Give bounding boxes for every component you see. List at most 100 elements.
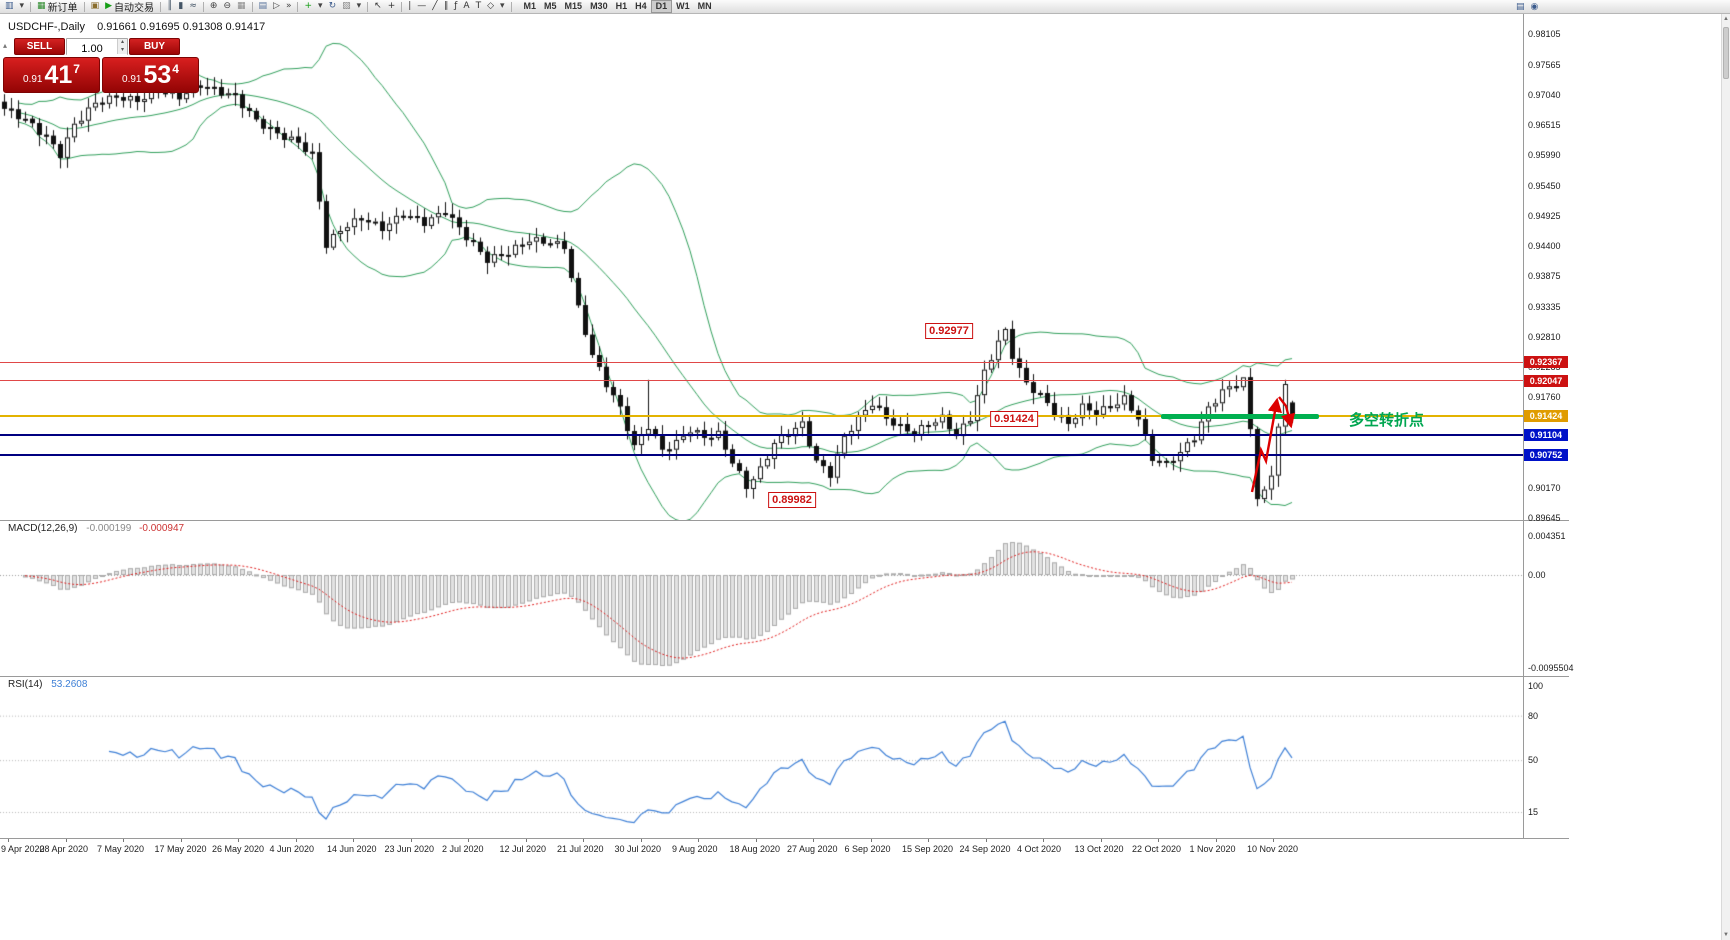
toolbar-separator [401,1,403,12]
tile-windows-icon: ▤ [258,1,268,11]
price-axis[interactable]: 0.98105 0.97565 0.97040 0.96515 0.95990 0.954… [1523,14,1574,858]
crosshair-tool-icon: + [387,1,396,11]
trendline-tool-button[interactable]: ╱ [429,0,440,13]
templates-button[interactable]: ▧ [339,0,354,13]
date-label: 9 Aug 2020 [672,844,718,854]
periods-refresh-button[interactable]: ↻ [326,0,340,13]
timeframe-m15[interactable]: M15 [564,1,583,11]
price-axis-label: 0.93335 [1528,301,1561,312]
date-tick [583,839,584,842]
date-tick [238,839,239,842]
timeframe-h1[interactable]: H1 [615,1,628,11]
date-axis[interactable]: 9 Apr 2020 28 Apr 2020 7 May 2020 17 May 20… [0,839,1569,858]
cursor-tool-button[interactable]: ↖ [371,0,385,13]
shapes-tool-button[interactable]: ◇ [484,0,497,13]
fibonacci-tool-button[interactable]: ƒ [451,0,460,13]
line-chart-mode-button[interactable]: ≈ [186,0,200,13]
date-label: 24 Sep 2020 [959,844,1011,854]
volume-up-icon[interactable]: ▴ [118,39,127,47]
alerts-icon: ◉ [1530,1,1539,12]
rsi-value: 53.2608 [51,679,88,690]
scrollbar-thumb[interactable] [1723,27,1729,79]
indicators-dropdown-button[interactable]: ▾ [315,0,326,13]
main-chart-canvas[interactable] [0,14,1523,520]
crosshair-tool-button[interactable]: + [385,0,399,13]
timeframe-m30[interactable]: M30 [590,1,608,11]
channel-tool-button[interactable]: ∥ [441,0,452,13]
autotrading-button[interactable]: ▶ 自动交易 [102,0,157,14]
label-tool-button[interactable]: T [473,0,485,13]
cursor-tool-icon: ↖ [374,1,382,11]
macd-axis-label: 0.004351 [1528,531,1566,541]
timeframe-d1[interactable]: D1 [650,0,673,13]
support-lower-price-label: 0.90752 [1524,448,1568,461]
volume-down-icon[interactable]: ▾ [118,46,127,54]
sell-price-box[interactable]: 0.91 41 7 [3,57,100,93]
macd-title: MACD(12,26,9) -0.000199 -0.000947 [8,523,184,534]
price-axis-label: 0.98105 [1528,29,1561,40]
macd-panel-canvas[interactable] [0,520,1523,676]
shapes-dropdown-button[interactable]: ▾ [497,0,508,13]
chart-title: USDCHF-,Daily 0.91661 0.91695 0.91308 0.… [8,21,265,33]
date-label: 17 May 2020 [154,844,207,854]
date-tick [1273,839,1274,842]
alerts-button[interactable]: ◉ [1528,1,1542,14]
date-tick [410,839,412,842]
horizontal-line-tool-button[interactable]: — [414,0,429,13]
timeframe-bar: M1 M5 M15 M30 H1 H4 D1 W1 MN [520,0,716,13]
buy-price-box[interactable]: 0.91 53 4 [102,57,199,93]
price-axis-label: 0.95990 [1528,150,1561,161]
panel-collapse-icon[interactable]: ▴ [3,41,8,50]
panel-separator[interactable] [0,676,1569,677]
chart-window-button[interactable]: ▣ [88,0,103,13]
indicators-add-button[interactable]: + [301,0,315,13]
volume-input[interactable] [67,41,127,57]
panel-separator[interactable] [0,838,1569,839]
text-tool-button[interactable]: A [460,0,472,13]
panel-separator[interactable] [0,520,1569,521]
date-tick [8,839,9,842]
scroll-up-icon[interactable]: ▲ [1723,16,1729,22]
new-chart-icon: ▥ [5,1,14,11]
vertical-scrollbar[interactable]: ▲ ▼ [1721,14,1730,940]
timeframe-mn[interactable]: MN [697,1,712,11]
timeframe-h4[interactable]: H4 [635,1,647,11]
zoom-out-button[interactable]: ⊖ [220,0,234,13]
sell-price-big-figure: 0.91 [23,74,43,85]
new-order-button[interactable]: ▦ 新订单 [34,0,81,14]
timeframe-m5[interactable]: M5 [544,1,557,11]
toolbar-separator [160,1,161,12]
zoom-in-button[interactable]: ⊕ [207,0,221,13]
templates-dropdown-button[interactable]: ▾ [354,0,365,13]
chart-shift-button[interactable]: » [283,0,295,13]
zoom-in-icon: ⊕ [209,1,218,11]
rsi-panel-canvas[interactable] [0,676,1523,838]
date-tick [180,839,182,842]
vertical-line-tool-button[interactable]: | [405,0,414,13]
indicators-add-icon: + [304,1,313,11]
bar-chart-mode-button[interactable]: ║ [164,0,175,13]
ohlc-values: 0.91661 0.91695 0.91308 0.91417 [97,21,266,33]
scroll-down-icon[interactable]: ▼ [1723,932,1729,938]
price-axis-label: 0.90170 [1528,482,1561,493]
auto-scroll-button[interactable]: ▷ [270,0,283,13]
grid-toggle-button[interactable]: ▦ [234,0,249,13]
buy-button-label: BUY [143,41,166,52]
timeframe-m1[interactable]: M1 [523,1,537,11]
market-depth-button[interactable]: ▤ [1513,1,1528,14]
timeframe-w1[interactable]: W1 [676,1,690,11]
date-tick [525,839,527,842]
price-axis-label: 0.97565 [1528,59,1561,70]
candle-chart-mode-button[interactable]: ▮ [175,0,186,13]
date-tick [985,839,987,842]
buy-price-point: 4 [172,62,179,76]
chart-dropdown-button[interactable]: ▾ [17,0,28,13]
sell-button[interactable]: SELL [14,38,65,55]
date-tick [1215,839,1217,842]
tile-windows-button[interactable]: ▤ [256,0,271,13]
new-chart-button[interactable]: ▥ [2,0,17,13]
indicators-dropdown-icon: ▾ [318,1,323,11]
trendline-tool-icon: ╱ [432,1,438,11]
date-tick [1100,839,1102,842]
buy-button[interactable]: BUY [129,38,180,55]
